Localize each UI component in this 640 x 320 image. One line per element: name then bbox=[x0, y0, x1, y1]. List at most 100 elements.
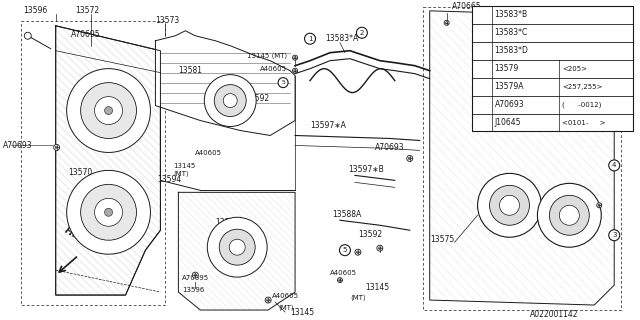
Circle shape bbox=[598, 84, 600, 87]
Circle shape bbox=[378, 247, 381, 250]
Text: 13596: 13596 bbox=[23, 6, 47, 15]
Text: 13583*A: 13583*A bbox=[325, 34, 358, 43]
Circle shape bbox=[476, 45, 487, 56]
Text: 13579: 13579 bbox=[495, 64, 519, 73]
Circle shape bbox=[609, 160, 620, 171]
Circle shape bbox=[476, 72, 487, 83]
Text: A70665: A70665 bbox=[452, 2, 481, 11]
Polygon shape bbox=[156, 31, 295, 135]
Text: A40605: A40605 bbox=[330, 270, 357, 276]
Circle shape bbox=[596, 203, 602, 208]
Text: ⟨MT⟩: ⟨MT⟩ bbox=[278, 305, 294, 311]
Circle shape bbox=[278, 78, 288, 88]
Circle shape bbox=[538, 64, 601, 127]
Circle shape bbox=[609, 230, 620, 241]
Circle shape bbox=[24, 32, 31, 39]
Text: 13145: 13145 bbox=[365, 283, 389, 292]
Text: ⟨MT⟩: ⟨MT⟩ bbox=[173, 171, 189, 177]
Text: 13145: 13145 bbox=[290, 308, 314, 317]
Circle shape bbox=[477, 54, 541, 117]
Circle shape bbox=[95, 198, 122, 226]
Circle shape bbox=[292, 55, 298, 60]
Circle shape bbox=[356, 251, 359, 253]
Text: 3: 3 bbox=[612, 60, 616, 66]
Circle shape bbox=[609, 57, 620, 68]
Text: 5: 5 bbox=[479, 109, 484, 118]
Text: <0101-     >: <0101- > bbox=[563, 119, 606, 125]
Text: 13572: 13572 bbox=[76, 6, 100, 15]
Text: 13588A: 13588A bbox=[332, 210, 361, 219]
Text: <205>: <205> bbox=[563, 66, 588, 72]
Circle shape bbox=[356, 27, 367, 38]
Circle shape bbox=[220, 229, 255, 265]
Bar bbox=[472, 6, 633, 132]
Text: A70693: A70693 bbox=[375, 143, 404, 152]
Text: 1: 1 bbox=[308, 36, 312, 42]
Circle shape bbox=[194, 274, 196, 276]
Text: 2: 2 bbox=[479, 28, 484, 37]
Text: A70695: A70695 bbox=[70, 30, 100, 39]
Circle shape bbox=[104, 107, 113, 115]
Text: A40605: A40605 bbox=[260, 66, 287, 72]
Text: 13574: 13574 bbox=[215, 218, 239, 227]
Circle shape bbox=[500, 76, 520, 96]
Text: 13597∗A: 13597∗A bbox=[310, 121, 346, 130]
Circle shape bbox=[476, 108, 487, 119]
Circle shape bbox=[214, 84, 246, 116]
Circle shape bbox=[490, 185, 529, 225]
Text: A70693: A70693 bbox=[3, 141, 33, 150]
Circle shape bbox=[81, 83, 136, 139]
Text: J10645: J10645 bbox=[495, 118, 521, 127]
Circle shape bbox=[95, 97, 122, 124]
Text: 13597∗B: 13597∗B bbox=[348, 165, 383, 174]
Circle shape bbox=[104, 208, 113, 216]
Circle shape bbox=[355, 249, 361, 255]
Circle shape bbox=[476, 9, 487, 20]
Text: A70693: A70693 bbox=[495, 100, 524, 109]
Circle shape bbox=[305, 33, 316, 44]
Text: 13592: 13592 bbox=[245, 93, 269, 103]
Circle shape bbox=[193, 272, 198, 278]
Text: 13581: 13581 bbox=[179, 66, 202, 75]
Circle shape bbox=[339, 279, 341, 281]
Circle shape bbox=[54, 144, 60, 150]
Circle shape bbox=[55, 146, 58, 149]
Text: A70695: A70695 bbox=[182, 275, 209, 281]
Circle shape bbox=[265, 297, 271, 303]
Text: 13145: 13145 bbox=[173, 164, 196, 169]
Circle shape bbox=[596, 83, 602, 88]
Polygon shape bbox=[429, 11, 614, 305]
Circle shape bbox=[500, 195, 520, 215]
Text: 13575: 13575 bbox=[429, 235, 454, 244]
Text: 4: 4 bbox=[612, 163, 616, 168]
Circle shape bbox=[559, 205, 579, 225]
Circle shape bbox=[294, 69, 296, 72]
Polygon shape bbox=[179, 192, 295, 310]
Circle shape bbox=[549, 195, 589, 235]
Text: 13583*B: 13583*B bbox=[495, 10, 527, 19]
Circle shape bbox=[445, 22, 448, 24]
Text: 13573: 13573 bbox=[156, 16, 180, 25]
Text: 3: 3 bbox=[479, 46, 484, 55]
Text: 2: 2 bbox=[360, 30, 364, 36]
Circle shape bbox=[292, 68, 298, 73]
Circle shape bbox=[408, 157, 411, 160]
Text: 3: 3 bbox=[612, 232, 616, 238]
Text: FRONT: FRONT bbox=[63, 226, 95, 250]
Circle shape bbox=[223, 93, 237, 108]
Circle shape bbox=[490, 66, 529, 106]
Text: 13579A: 13579A bbox=[495, 82, 524, 91]
Circle shape bbox=[67, 170, 150, 254]
Text: 1: 1 bbox=[479, 10, 484, 19]
Text: <257,255>: <257,255> bbox=[563, 84, 603, 90]
Circle shape bbox=[337, 278, 342, 283]
Text: 13145 ⟨MT⟩: 13145 ⟨MT⟩ bbox=[247, 52, 287, 59]
Circle shape bbox=[204, 75, 256, 126]
Circle shape bbox=[444, 20, 449, 25]
Text: 13583*D: 13583*D bbox=[495, 46, 529, 55]
Circle shape bbox=[294, 57, 296, 59]
Circle shape bbox=[207, 217, 267, 277]
Text: (      -0012): ( -0012) bbox=[563, 101, 602, 108]
Text: 5: 5 bbox=[281, 80, 285, 85]
Text: A40605: A40605 bbox=[272, 293, 299, 299]
